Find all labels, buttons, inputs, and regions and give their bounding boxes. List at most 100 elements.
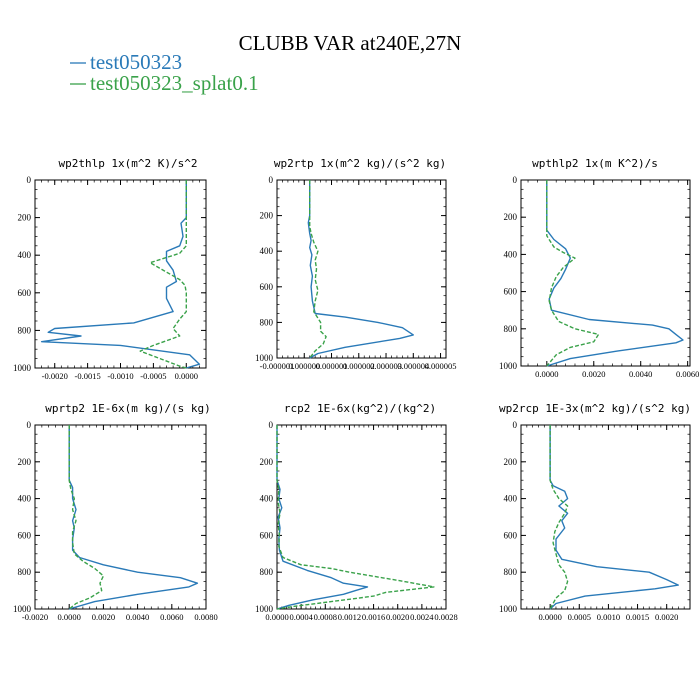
y-tick-label: 800 [260, 317, 274, 327]
y-tick-label: 0 [513, 420, 518, 430]
x-tick-label: 0.0000 [538, 612, 561, 622]
plot-frame [34, 179, 207, 369]
y-tick-label: 1000 [255, 353, 274, 363]
y-tick-label: 200 [504, 212, 518, 222]
x-tick-label: 0.000002 [343, 361, 375, 371]
plot-frame [276, 424, 447, 610]
y-tick-label: 800 [260, 567, 274, 577]
x-tick-label: 0.0000 [58, 612, 81, 622]
legend-label: test050323 [90, 50, 182, 74]
x-tick-label: 0.0020 [386, 612, 409, 622]
y-tick-label: 1000 [499, 604, 518, 614]
x-tick-label: -0.000001 [260, 361, 295, 371]
y-tick-label: 0 [269, 420, 274, 430]
y-tick-label: 200 [504, 457, 518, 467]
plot-frame [520, 424, 691, 610]
y-tick-label: 800 [18, 567, 32, 577]
y-tick-label: 400 [260, 494, 274, 504]
panel-title: wp2rcp 1E-3x(m^2 kg)/(s^2 kg) [499, 402, 691, 415]
x-tick-label: 0.0016 [362, 612, 385, 622]
x-tick-label: 0.0028 [434, 612, 457, 622]
x-tick-label: 0.0010 [597, 612, 620, 622]
chart-panel: wp2rtp 1x(m^2 kg)/(s^2 kg)0 200 400 600 800 1… [255, 157, 456, 371]
y-tick-label: 800 [18, 325, 32, 335]
y-tick-label: 200 [260, 211, 274, 221]
series-line-test050323 [307, 180, 414, 359]
x-tick-label: 0.0000 [535, 369, 558, 379]
series-line-test050323-splat0-1 [549, 425, 569, 610]
series-line-test050323 [40, 180, 201, 369]
x-tick-label: -0.0010 [107, 371, 133, 381]
y-tick-label: 400 [504, 249, 518, 259]
y-tick-label: 0 [513, 175, 518, 185]
y-tick-label: 0 [269, 175, 274, 185]
chart-panel: wpthlp2 1x(m K^2)/s 0 200 400 600 800 1000 0.00… [499, 157, 699, 379]
x-tick-label: 0.000003 [370, 361, 402, 371]
y-tick-label: 400 [504, 494, 518, 504]
panel-title: wp2thlp 1x(m^2 K)/s^2 [58, 157, 197, 170]
y-tick-label: 200 [260, 457, 274, 467]
y-tick-label: 400 [18, 494, 32, 504]
chart-panel: rcp2 1E-6x(kg^2)/(kg^2) 0 200 400 600 800 1000… [255, 402, 458, 622]
x-tick-label: 0.0000 [265, 612, 288, 622]
x-tick-label: 0.000000 [288, 361, 320, 371]
x-tick-label: 0.000004 [397, 361, 430, 371]
y-tick-label: 600 [18, 530, 32, 540]
panel-title: rcp2 1E-6x(kg^2)/(kg^2) [284, 402, 436, 415]
y-tick-label: 0 [27, 420, 32, 430]
panel-title: wp2rtp 1x(m^2 kg)/(s^2 kg) [274, 157, 446, 170]
chart-panel: wprtp2 1E-6x(m kg)/(s kg) 0 200 400 600 800 10… [13, 402, 218, 622]
x-tick-label: -0.0005 [140, 371, 166, 381]
legend-item: test050323 [70, 50, 182, 74]
series-line-test050323-splat0-1 [546, 180, 600, 367]
series-line-test050323 [68, 425, 199, 610]
series-line-test050323 [546, 180, 684, 367]
x-tick-label: -0.0020 [42, 371, 68, 381]
chart-panel: wp2thlp 1x(m^2 K)/s^2 0 200 400 600 800 1000 -0… [13, 157, 207, 381]
y-tick-label: 200 [18, 213, 32, 223]
series-line-test050323-splat0-1 [68, 425, 105, 610]
x-tick-label: 0.0005 [568, 612, 591, 622]
x-tick-label: -0.0020 [22, 612, 48, 622]
y-tick-label: 200 [18, 457, 32, 467]
chart-panels: wp2thlp 1x(m^2 K)/s^202004006008001000-0… [13, 157, 699, 622]
series-line-test050323 [549, 425, 679, 610]
y-tick-label: 600 [260, 530, 274, 540]
x-tick-label: 0.000001 [316, 361, 348, 371]
x-tick-label: 0.0008 [314, 612, 337, 622]
series-line-test050323-splat0-1 [276, 425, 435, 610]
x-tick-label: 0.0020 [92, 612, 115, 622]
figure-title: CLUBB VAR at240E,27N [239, 31, 462, 55]
x-tick-label: -0.0015 [75, 371, 101, 381]
chart-panel: wp2rcp 1E-3x(m^2 kg)/(s^2 kg) 0 200 400 600 8… [499, 402, 691, 622]
legend-label: test050323_splat0.1 [90, 71, 259, 95]
y-tick-label: 600 [504, 530, 518, 540]
y-tick-label: 0 [27, 175, 32, 185]
x-tick-label: 0.0060 [676, 369, 699, 379]
legend-item: test050323_splat0.1 [70, 71, 259, 95]
x-tick-label: 0.000005 [425, 361, 457, 371]
x-tick-label: 0.0004 [289, 612, 313, 622]
y-tick-label: 1000 [13, 604, 32, 614]
series-line-test050323-splat0-1 [139, 180, 187, 369]
series-line-test050323-splat0-1 [309, 180, 327, 359]
x-tick-label: 0.0040 [629, 369, 652, 379]
x-tick-label: 0.0060 [160, 612, 183, 622]
x-tick-label: 0.0080 [194, 612, 217, 622]
x-tick-label: 0.0000 [175, 371, 198, 381]
y-tick-label: 800 [504, 324, 518, 334]
plot-frame [276, 179, 447, 359]
y-tick-label: 400 [260, 246, 274, 256]
x-tick-label: 0.0015 [626, 612, 649, 622]
x-tick-label: 0.0020 [655, 612, 678, 622]
panel-title: wprtp2 1E-6x(m kg)/(s kg) [45, 402, 211, 415]
y-tick-label: 1000 [255, 604, 274, 614]
series-line-test050323 [276, 425, 369, 610]
x-tick-label: 0.0040 [126, 612, 149, 622]
x-tick-label: 0.0012 [338, 612, 361, 622]
y-tick-label: 1000 [13, 363, 32, 373]
x-tick-label: 0.0024 [410, 612, 434, 622]
y-tick-label: 600 [504, 287, 518, 297]
